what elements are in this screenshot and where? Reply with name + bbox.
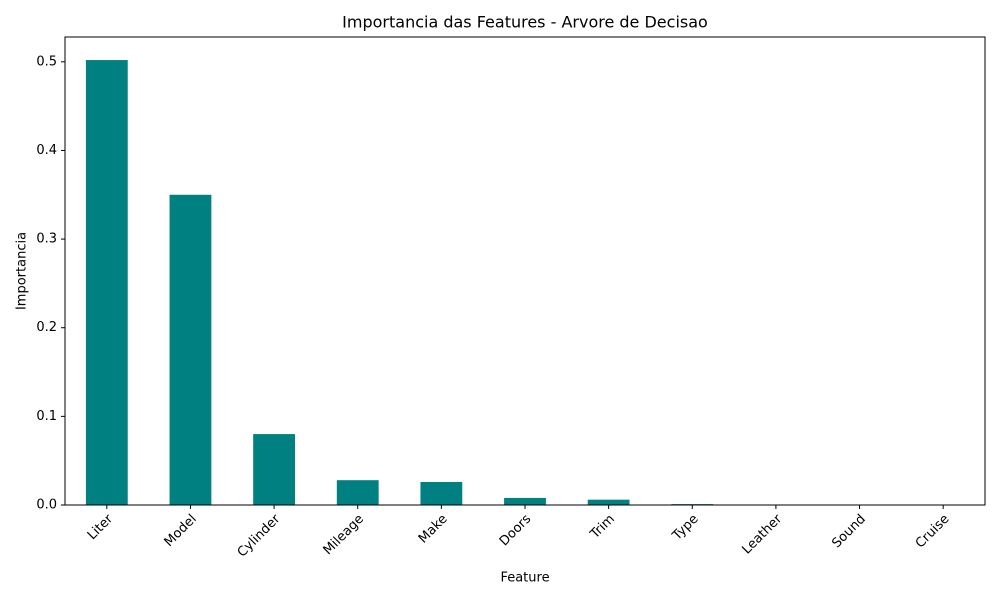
chart-title: Importancia das Features - Arvore de Dec… (342, 13, 708, 32)
x-tick-label: Cruise (913, 512, 953, 552)
x-tick-label: Type (669, 512, 701, 544)
bar (85, 60, 128, 505)
x-tick-label: Mileage (321, 512, 367, 558)
y-axis-label: Importancia (15, 232, 30, 310)
y-tick-label: 0.1 (36, 409, 57, 424)
plot-frame (64, 36, 986, 506)
x-tick-label: Model (162, 512, 200, 550)
bar (504, 497, 546, 505)
bar (420, 481, 463, 505)
x-tick-label: Leather (739, 511, 785, 557)
x-tick-label: Sound (829, 512, 869, 552)
bar (587, 499, 630, 505)
x-axis-label: Feature (500, 571, 549, 586)
bar (169, 194, 212, 506)
x-tick-label: Liter (85, 511, 117, 543)
bar (336, 480, 379, 505)
x-tick-label: Cylinder (235, 511, 284, 560)
y-tick-label: 0.4 (36, 143, 57, 158)
x-tick-label: Make (416, 512, 451, 547)
x-tick-label: Doors (497, 512, 535, 550)
y-tick-label: 0.3 (36, 232, 57, 247)
y-tick-label: 0.0 (36, 498, 57, 513)
x-tick-label: Trim (587, 512, 618, 543)
y-tick-label: 0.5 (36, 54, 57, 69)
bar (253, 434, 295, 505)
y-tick-label: 0.2 (36, 320, 57, 335)
